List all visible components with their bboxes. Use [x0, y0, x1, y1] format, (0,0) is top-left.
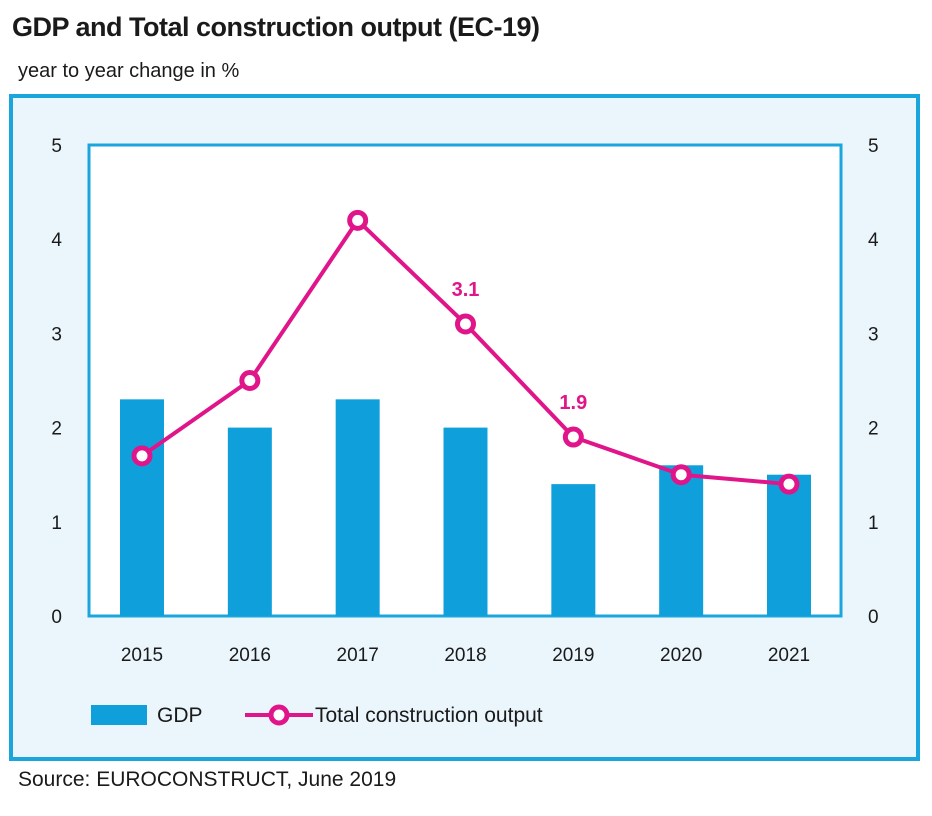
legend-construction-label: Total construction output	[315, 704, 543, 727]
y-tick-right: 1	[868, 513, 879, 534]
x-axis: 2015 2016 2017 2018 2019 2020 2021	[121, 645, 810, 666]
y-tick-left: 3	[51, 324, 62, 345]
y-tick-right: 3	[868, 324, 879, 345]
gdp-bar-2015	[120, 399, 164, 616]
legend-gdp-label: GDP	[157, 704, 203, 727]
construction-point-2016	[239, 370, 261, 391]
construction-points	[131, 209, 800, 495]
data-label-2019: 1.9	[559, 392, 587, 414]
construction-point-2017	[347, 209, 369, 231]
construction-point-2018	[455, 313, 476, 335]
y-tick-right: 0	[868, 607, 879, 628]
x-tick: 2018	[444, 645, 486, 666]
data-labels: 3.1 1.9	[452, 279, 588, 414]
y-tick-left: 4	[51, 230, 62, 251]
gdp-bar-2018	[443, 427, 488, 616]
construction-point-2015	[131, 445, 153, 467]
gdp-bar-2020	[659, 465, 704, 616]
gdp-bars	[120, 399, 811, 616]
legend-gdp-swatch	[91, 705, 147, 725]
x-tick: 2020	[660, 645, 702, 666]
y-tick-right: 2	[868, 419, 879, 440]
y-axis-left: 0 1 2 3 4 5	[51, 136, 62, 628]
gdp-bar-2017	[335, 399, 380, 616]
gdp-bar-2021	[767, 474, 811, 616]
legend: GDP Total construction output	[91, 704, 543, 727]
y-tick-left: 2	[51, 419, 62, 440]
x-tick: 2019	[552, 645, 594, 666]
y-tick-right: 4	[868, 230, 879, 251]
x-tick: 2017	[337, 645, 379, 666]
y-axis-right: 0 1 2 3 4 5	[868, 136, 879, 628]
source-note: Source: EUROCONSTRUCT, June 2019	[18, 768, 397, 791]
construction-point-2019	[562, 426, 584, 448]
x-tick: 2015	[121, 645, 163, 666]
data-label-2018: 3.1	[452, 279, 480, 301]
x-tick: 2021	[768, 645, 810, 666]
gdp-bar-2016	[227, 427, 272, 616]
y-tick-right: 5	[868, 136, 879, 157]
y-tick-left: 1	[51, 513, 62, 534]
chart-title: GDP and Total construction output (EC-19…	[12, 12, 540, 42]
construction-point-2021	[778, 473, 800, 495]
chart-subtitle: year to year change in %	[18, 60, 240, 82]
legend-construction-marker	[268, 704, 290, 726]
y-tick-left: 5	[51, 136, 62, 157]
y-tick-left: 0	[51, 607, 62, 628]
gdp-bar-2019	[551, 484, 596, 616]
construction-point-2020	[670, 464, 692, 486]
x-tick: 2016	[229, 645, 271, 666]
